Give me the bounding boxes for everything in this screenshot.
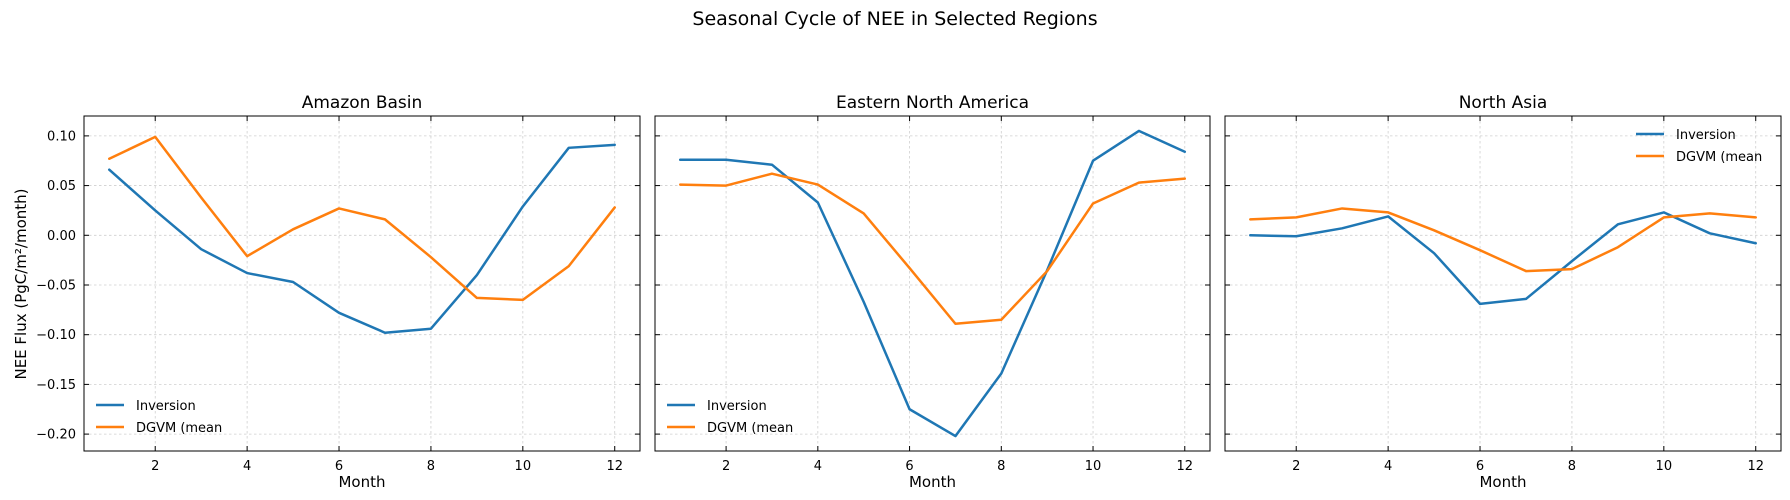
x-tick-label: 10 bbox=[515, 459, 532, 474]
x-tick-label: 8 bbox=[1568, 459, 1576, 474]
legend-label: Inversion bbox=[1676, 128, 1736, 143]
x-tick-label: 8 bbox=[427, 459, 435, 474]
plot-frame bbox=[1224, 115, 1782, 452]
legend-label: DGVM (mean bbox=[136, 421, 222, 436]
x-tick-label: 4 bbox=[1384, 459, 1392, 474]
x-tick-label: 8 bbox=[997, 459, 1005, 474]
y-tick-label: −0.05 bbox=[36, 278, 76, 293]
panel-title: Amazon Basin bbox=[302, 93, 423, 113]
x-tick-label: 2 bbox=[722, 459, 730, 474]
x-axis-label: Month bbox=[1479, 473, 1526, 491]
panels: 2 4 6 8 10 12 −0.20 −0.15 −0.10 −0.05 0.00 0.05 0.10… bbox=[36, 93, 1782, 491]
legend-label: Inversion bbox=[136, 399, 196, 414]
x-tick-label: 12 bbox=[1747, 459, 1764, 474]
plot-frame bbox=[654, 115, 1211, 452]
series-line-dgvm-mean bbox=[108, 135, 616, 302]
legend-label: Inversion bbox=[707, 399, 767, 414]
series-line-inversion bbox=[678, 129, 1187, 438]
series-line-inversion bbox=[1249, 211, 1757, 306]
figure-title: Seasonal Cycle of NEE in Selected Region… bbox=[692, 8, 1097, 30]
series-line-dgvm-mean bbox=[1249, 207, 1757, 273]
x-tick-label: 12 bbox=[606, 459, 623, 474]
x-tick-label: 2 bbox=[1292, 459, 1300, 474]
legend-label: DGVM (mean bbox=[707, 421, 793, 436]
y-tick-label: −0.20 bbox=[36, 428, 76, 443]
series-line-inversion bbox=[108, 143, 616, 334]
x-tick-label: 6 bbox=[1476, 459, 1484, 474]
x-tick-label: 10 bbox=[1656, 459, 1673, 474]
series-line-dgvm-mean bbox=[678, 172, 1187, 326]
x-axis-label: Month bbox=[338, 473, 385, 491]
x-tick-label: 6 bbox=[335, 459, 343, 474]
y-tick-label: −0.15 bbox=[36, 378, 76, 393]
y-tick-label: 0.10 bbox=[47, 129, 76, 144]
y-tick-label: 0.05 bbox=[47, 179, 76, 194]
y-axis-label: NEE Flux (PgC/m²/month) bbox=[12, 188, 30, 379]
y-tick-label: −0.10 bbox=[36, 328, 76, 343]
legend: Inversion DGVM (mean bbox=[96, 399, 222, 436]
legend-label: DGVM (mean bbox=[1676, 150, 1762, 165]
x-tick-label: 2 bbox=[151, 459, 159, 474]
x-tick-label: 10 bbox=[1085, 459, 1102, 474]
y-tick-label: 0.00 bbox=[47, 229, 76, 244]
x-tick-label: 4 bbox=[243, 459, 251, 474]
x-tick-label: 4 bbox=[814, 459, 822, 474]
legend: Inversion DGVM (mean bbox=[667, 399, 793, 436]
panel-title: North Asia bbox=[1459, 93, 1548, 113]
panel-3: 2 4 6 8 10 12 North Asia Month Inversion DGVM (me… bbox=[1224, 93, 1782, 491]
x-axis-label: Month bbox=[909, 473, 956, 491]
x-tick-label: 6 bbox=[905, 459, 913, 474]
x-tick-label: 12 bbox=[1176, 459, 1193, 474]
panel-title: Eastern North America bbox=[836, 93, 1029, 113]
panel-1: 2 4 6 8 10 12 −0.20 −0.15 −0.10 −0.05 0.00 0.05 0.10… bbox=[36, 93, 641, 491]
plot-frame bbox=[83, 115, 641, 452]
panel-2: 2 4 6 8 10 12 Eastern North America Month Invers… bbox=[654, 93, 1211, 491]
legend: Inversion DGVM (mean bbox=[1636, 128, 1762, 165]
